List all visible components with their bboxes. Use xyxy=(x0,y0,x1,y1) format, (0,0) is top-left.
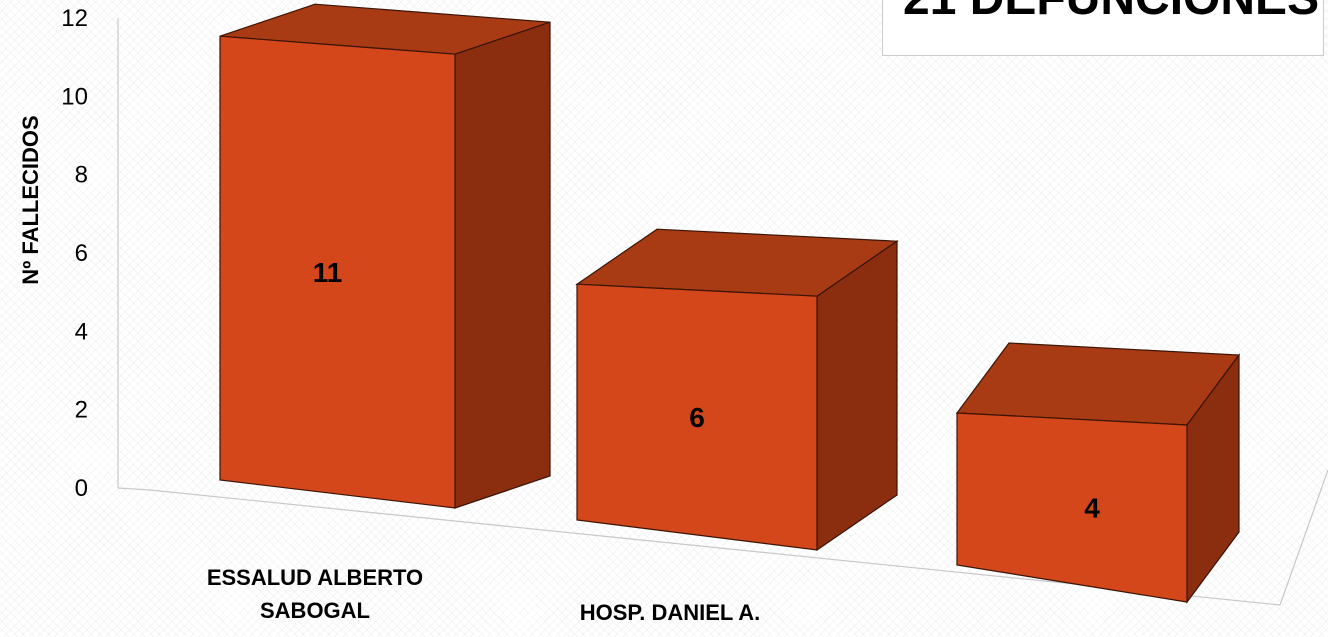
category-label: SABOGAL xyxy=(260,598,370,623)
bar: 4 xyxy=(955,342,1241,604)
bar-side-face xyxy=(454,21,551,509)
y-tick-label: 2 xyxy=(75,397,88,424)
category-label: HOSP. DANIEL A. xyxy=(580,600,761,625)
category-label: ESSALUD ALBERTO xyxy=(207,565,423,590)
floor-edge-right xyxy=(1279,469,1328,606)
bar-front-face xyxy=(576,283,818,551)
bar-value-label: 6 xyxy=(689,402,705,433)
bar: 6 xyxy=(575,228,899,552)
y-tick-label: 12 xyxy=(61,5,88,32)
bar-front-face xyxy=(956,412,1188,603)
y-tick-label: 0 xyxy=(75,475,88,502)
floor-edge-left xyxy=(117,487,151,491)
y-tick-label: 8 xyxy=(75,162,88,189)
category-labels: ESSALUD ALBERTO SABOGAL HOSP. DANIEL A. xyxy=(207,565,760,625)
bar-side-face xyxy=(816,240,898,552)
y-tick-label: 10 xyxy=(61,83,88,110)
y-tick-label: 4 xyxy=(75,318,88,345)
bar-value-label: 4 xyxy=(1084,493,1100,524)
bar-front-face xyxy=(219,35,456,509)
y-axis-label: Nº FALLECIDOS xyxy=(18,115,43,284)
chart-title-box: 21 DEFUNCIONES xyxy=(882,0,1324,56)
y-axis-ticks: 0 2 4 6 8 10 12 xyxy=(61,5,88,502)
y-tick-label: 6 xyxy=(75,240,88,267)
bar-value-label: 11 xyxy=(313,257,343,288)
chart-title: 21 DEFUNCIONES xyxy=(903,0,1319,26)
bar: 11 xyxy=(219,3,551,509)
bars: 11 6 4 xyxy=(219,3,1241,604)
